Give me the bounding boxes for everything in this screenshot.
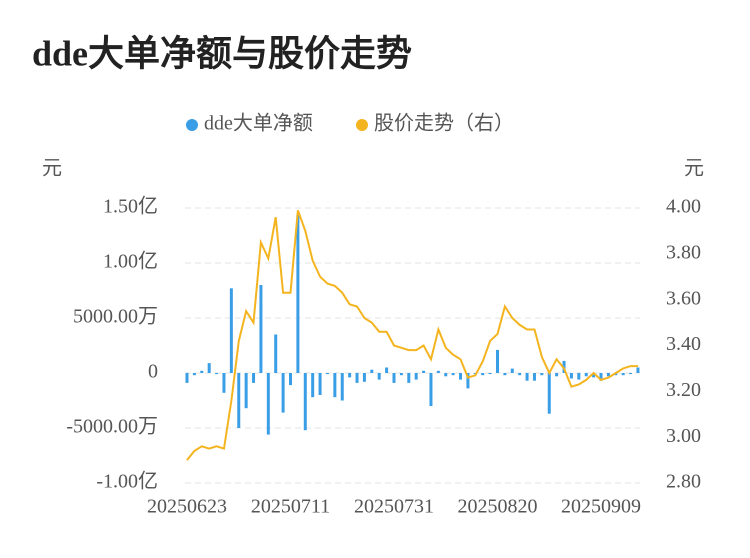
bar (303, 373, 307, 431)
legend-label: dde大单净额 (204, 112, 313, 135)
bar (377, 373, 381, 380)
bar (215, 373, 219, 375)
bar (451, 373, 455, 376)
bar (481, 373, 485, 376)
bar (244, 373, 248, 409)
bar (229, 288, 233, 373)
bar (399, 373, 403, 376)
bar (606, 373, 610, 377)
bar (348, 373, 352, 378)
bar (488, 373, 492, 375)
bar (370, 369, 374, 373)
bar (252, 373, 256, 383)
bar (503, 373, 507, 376)
legend-marker (356, 119, 368, 131)
bar (547, 373, 551, 414)
bar (200, 370, 204, 373)
bar (584, 373, 588, 377)
x-tick-label: 20250623 (147, 496, 227, 518)
y2-tick-label: 3.80 (666, 241, 701, 263)
bar (392, 373, 396, 383)
y2-tick-label: 3.00 (666, 425, 701, 447)
y-tick-label: 1.50亿 (103, 195, 158, 218)
bar (385, 367, 389, 373)
bar (192, 373, 196, 376)
bar (599, 373, 603, 381)
x-tick-label: 20250711 (251, 496, 330, 518)
y-tick-label: 0 (148, 361, 158, 383)
bar (436, 370, 440, 373)
y-tick-label: 1.00亿 (103, 250, 158, 273)
bar (621, 373, 625, 376)
legend-label: 股价走势（右） (374, 112, 514, 135)
bar (429, 373, 433, 406)
bar (266, 373, 270, 435)
bar (577, 373, 581, 380)
price-line (186, 209, 638, 461)
bar (296, 214, 300, 373)
bar (459, 373, 463, 380)
bar (362, 373, 366, 382)
bar (636, 367, 640, 373)
bar (325, 373, 329, 375)
bar (532, 373, 536, 381)
bar (355, 373, 359, 383)
bar (466, 373, 470, 389)
bar (629, 373, 633, 375)
bar (222, 373, 226, 393)
bar (318, 373, 322, 395)
y-unit: 元 (42, 158, 62, 180)
bar (281, 373, 285, 413)
x-tick-label: 20250909 (561, 496, 641, 518)
bar (259, 285, 263, 373)
y2-tick-label: 3.40 (666, 333, 701, 355)
y2-unit: 元 (684, 158, 704, 180)
bar (237, 373, 241, 428)
bar (274, 334, 278, 373)
x-tick-label: 20250820 (458, 496, 538, 518)
bar (414, 373, 418, 380)
bar (311, 373, 315, 398)
y-tick-label: 5000.00万 (73, 306, 158, 328)
x-tick-label: 20250731 (354, 496, 434, 518)
bar (510, 368, 514, 373)
bar (340, 373, 344, 401)
bar (518, 373, 522, 376)
bar (333, 373, 337, 398)
bar (525, 373, 529, 381)
bar (185, 373, 189, 383)
bar (569, 373, 573, 379)
y2-tick-label: 2.80 (666, 471, 701, 493)
chart-title: dde大单净额与股价走势 (32, 33, 412, 73)
bar (496, 349, 499, 373)
y-tick-label: -1.00亿 (96, 470, 158, 493)
bar (422, 370, 426, 373)
y-tick-label: -5000.00万 (66, 416, 158, 438)
bar (540, 373, 544, 376)
y2-tick-label: 3.20 (666, 379, 701, 401)
y2-tick-label: 4.00 (666, 196, 701, 218)
bar (555, 373, 559, 377)
bar (289, 373, 292, 386)
y2-tick-label: 3.60 (666, 287, 701, 309)
legend-marker (186, 119, 198, 131)
bar (592, 373, 596, 378)
bar (444, 373, 448, 377)
bar (407, 373, 411, 383)
bar (207, 363, 211, 373)
